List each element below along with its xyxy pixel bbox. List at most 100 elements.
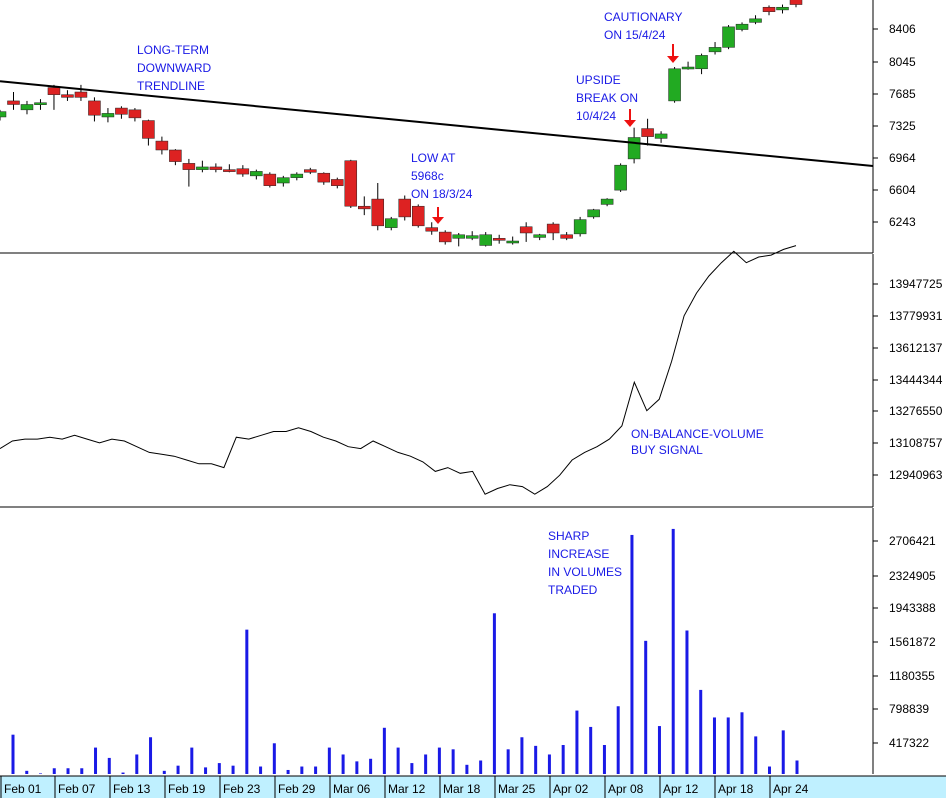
price-candle — [250, 171, 263, 177]
volume-tick-label: 1561872 — [889, 635, 936, 649]
price-tick-label: 8045 — [889, 55, 916, 69]
price-candle — [47, 87, 61, 95]
volume-bar — [327, 747, 331, 774]
price-candle — [452, 234, 465, 239]
price-candle — [425, 227, 438, 232]
price-candle — [344, 160, 358, 207]
volume-bar — [11, 734, 15, 774]
price-panel: 8406 8045 7685 7325 6964 6604 6243 LONG-TERM DOW… — [0, 0, 916, 254]
volume-bar — [39, 773, 43, 774]
price-tick-label: 7685 — [889, 87, 916, 101]
price-candle — [88, 100, 101, 116]
price-candle — [155, 140, 169, 151]
price-candle — [627, 137, 641, 160]
price-candle — [0, 111, 7, 118]
date-axis-background — [0, 776, 946, 798]
price-candle — [614, 164, 627, 191]
price-tick-label: 6604 — [889, 183, 916, 197]
price-annotation-line: TRENDLINE — [137, 79, 205, 93]
price-candle — [708, 47, 722, 53]
volume-bar — [492, 613, 496, 774]
volume-bar — [616, 706, 620, 774]
volume-bar — [204, 767, 208, 774]
obv-tick-label: 12940963 — [889, 468, 943, 482]
price-candle — [654, 133, 668, 139]
price-tick-label: 6243 — [889, 215, 916, 229]
price-candle — [789, 0, 803, 5]
price-candle — [182, 163, 196, 170]
price-annotation-line: 10/4/24 — [576, 109, 616, 123]
price-candle — [641, 128, 654, 137]
price-tick-label: 7325 — [889, 119, 916, 133]
date-label: Apr 12 — [663, 782, 699, 796]
volume-bar — [602, 745, 606, 774]
volume-bar — [644, 640, 648, 774]
date-label: Mar 06 — [333, 782, 371, 796]
price-candle — [411, 205, 425, 227]
date-label: Mar 18 — [443, 782, 481, 796]
price-candle — [385, 218, 398, 228]
price-candle — [34, 102, 47, 105]
price-candle — [492, 238, 506, 241]
volume-tick-label: 2706421 — [889, 534, 936, 548]
date-label: Feb 29 — [278, 782, 316, 796]
volume-bar — [314, 766, 318, 774]
cautionary-arrow-head — [667, 56, 679, 63]
volume-bar — [231, 765, 235, 774]
volume-bar — [355, 761, 359, 774]
volume-tick-label: 1943388 — [889, 601, 936, 615]
volume-bar — [300, 766, 304, 774]
volume-bar — [561, 745, 565, 774]
obv-tick-label: 13779931 — [889, 309, 943, 323]
volume-bar — [25, 770, 29, 774]
date-label: Apr 02 — [553, 782, 589, 796]
low-arrow-head — [432, 217, 444, 224]
volume-bar — [671, 528, 675, 774]
volume-bar — [410, 763, 414, 774]
downward-trendline — [0, 80, 874, 168]
price-annotation-line: LOW AT — [411, 151, 456, 165]
volume-bar — [589, 726, 593, 774]
date-label: Feb 23 — [223, 782, 261, 796]
price-candle — [560, 234, 573, 239]
price-candle — [196, 166, 209, 170]
volume-bar — [726, 717, 730, 774]
volume-tick-label: 417322 — [889, 736, 929, 750]
price-candle — [331, 179, 344, 186]
price-candle — [371, 198, 385, 227]
price-candle — [438, 231, 452, 243]
price-candle — [7, 100, 20, 105]
volume-bar — [754, 736, 758, 774]
volume-annotation-line: IN VOLUMES — [548, 565, 622, 579]
volume-bar — [94, 747, 98, 774]
price-candle — [573, 219, 587, 235]
price-candle — [358, 205, 371, 210]
volume-panel: 2706421 2324905 1943388 1561872 1180355 79883… — [11, 508, 936, 774]
price-candle — [722, 26, 735, 48]
price-candle — [506, 240, 519, 244]
volume-bar — [781, 730, 785, 774]
volume-bar — [699, 689, 703, 774]
volume-bar — [382, 727, 386, 774]
price-candle — [681, 66, 695, 70]
price-annotation-line: 5968c — [411, 169, 444, 183]
date-label: Mar 12 — [388, 782, 426, 796]
volume-bar — [245, 629, 249, 774]
volume-tick-label: 2324905 — [889, 569, 936, 583]
price-candle — [600, 198, 614, 205]
volume-bar — [149, 737, 153, 774]
volume-bar — [52, 768, 56, 774]
volume-bar — [80, 768, 84, 774]
date-label: Mar 25 — [498, 782, 536, 796]
breakout-arrow-head — [624, 120, 636, 127]
volume-bar — [534, 745, 538, 774]
price-candle — [695, 55, 708, 70]
price-candle — [128, 109, 142, 119]
price-annotation-line: CAUTIONARY — [604, 10, 682, 24]
volume-bar — [575, 710, 579, 774]
volume-bar — [341, 754, 345, 774]
price-candle — [398, 198, 411, 218]
volume-bar — [396, 747, 400, 774]
price-candle — [749, 18, 762, 23]
obv-panel: 13947725 13779931 13612137 13444344 13276550… — [0, 245, 943, 508]
